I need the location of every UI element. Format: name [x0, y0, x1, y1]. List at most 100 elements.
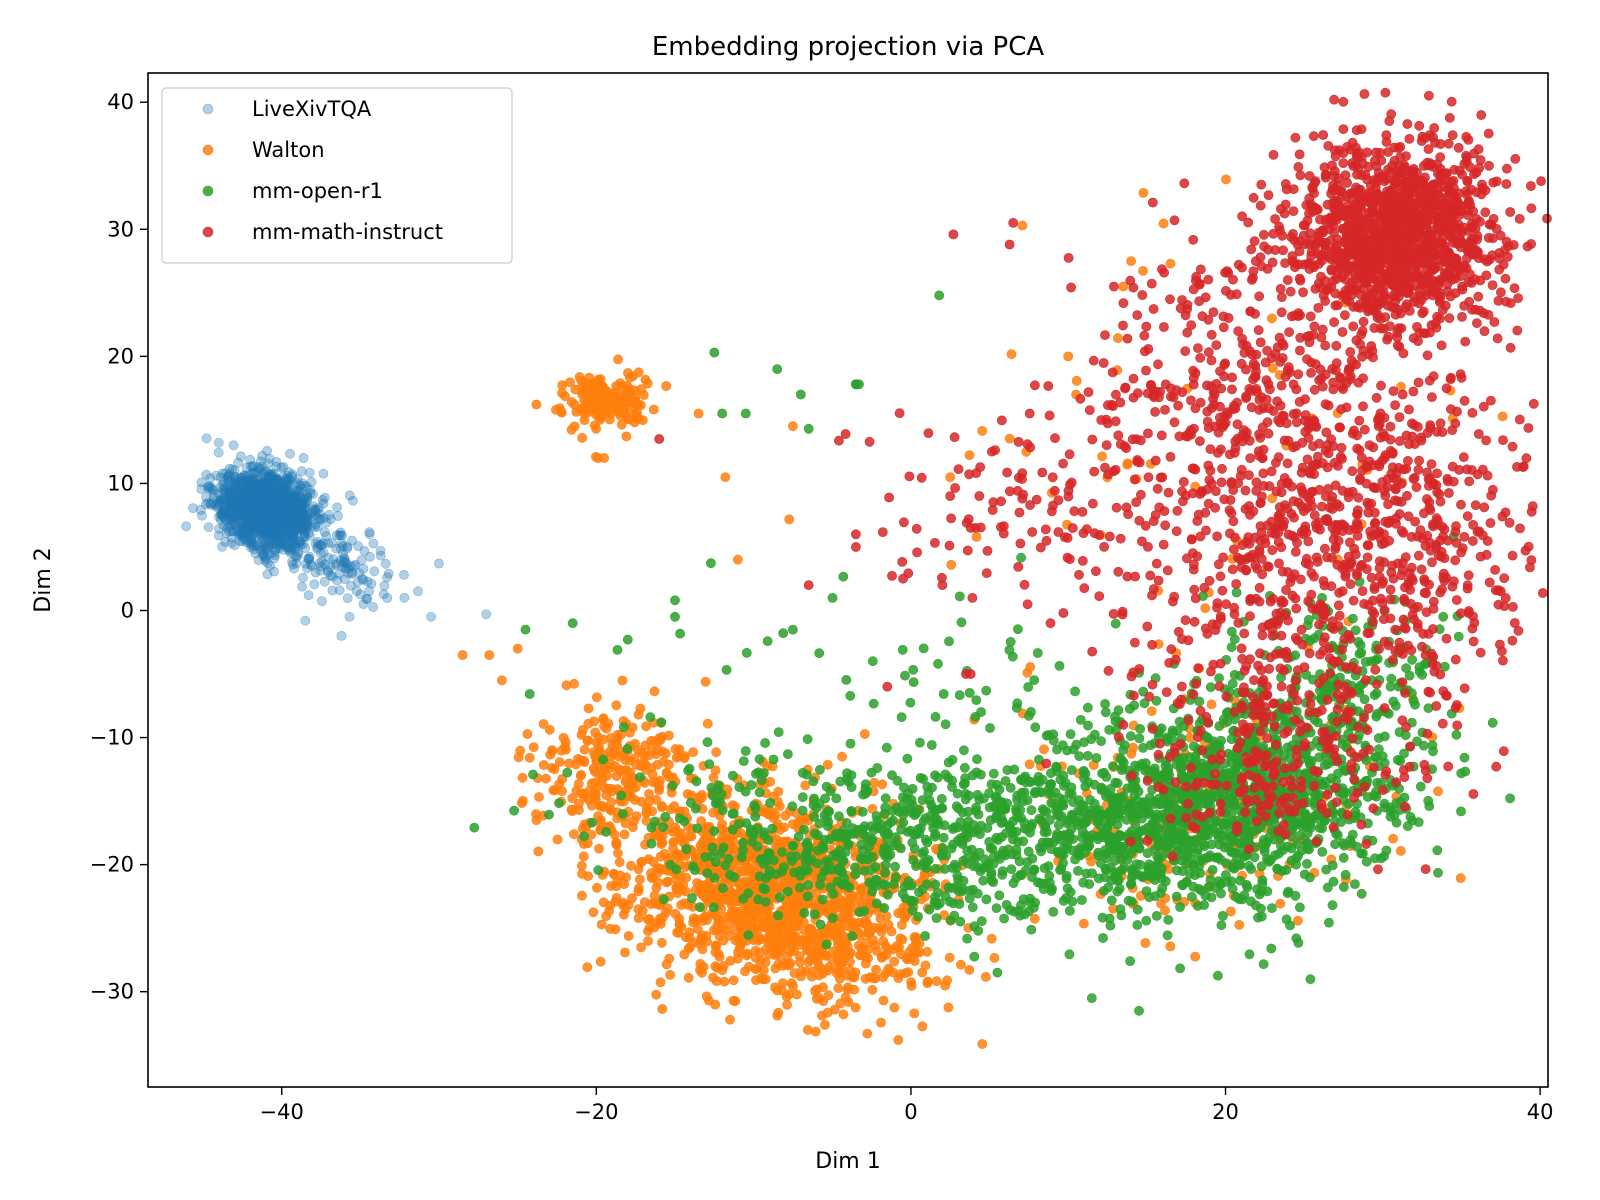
scatter-point [600, 392, 611, 403]
scatter-point [257, 501, 268, 512]
scatter-point [688, 913, 699, 924]
scatter-point [250, 499, 260, 510]
scatter-point [273, 506, 284, 517]
scatter-point [659, 849, 670, 859]
scatter-point [1165, 258, 1176, 269]
scatter-point [270, 486, 281, 496]
scatter-point [611, 391, 622, 402]
scatter-point [267, 535, 277, 546]
scatter-point [282, 496, 293, 507]
scatter-point [261, 499, 272, 509]
scatter-point [227, 505, 238, 516]
scatter-point [1317, 823, 1327, 834]
scatter-point [883, 919, 894, 930]
scatter-point [646, 763, 657, 773]
scatter-point [256, 486, 267, 497]
scatter-point [299, 513, 310, 524]
scatter-point [784, 514, 795, 525]
scatter-point [1402, 821, 1413, 831]
scatter-point [255, 477, 266, 488]
scatter-point [760, 974, 771, 984]
scatter-point [261, 484, 272, 495]
scatter-point [250, 507, 261, 517]
scatter-point [845, 947, 856, 958]
scatter-point [946, 559, 957, 570]
scatter-point [999, 913, 1009, 924]
scatter-point [320, 559, 331, 570]
scatter-point [770, 919, 780, 930]
scatter-point [287, 501, 297, 511]
scatter-point [258, 501, 269, 512]
scatter-point [221, 488, 232, 498]
scatter-point [286, 497, 297, 508]
scatter-point [1104, 725, 1115, 735]
scatter-point [837, 963, 848, 974]
scatter-point [244, 484, 254, 495]
scatter-point [582, 962, 593, 973]
scatter-point [217, 506, 228, 517]
scatter-point [596, 919, 607, 930]
scatter-point [683, 972, 694, 983]
scatter-point [574, 805, 584, 815]
scatter-point [302, 520, 313, 531]
scatter-point [255, 456, 266, 467]
scatter-point [270, 521, 281, 531]
scatter-point [278, 499, 289, 509]
scatter-point [284, 532, 295, 543]
scatter-point [577, 890, 587, 901]
scatter-point [247, 501, 257, 512]
scatter-point [250, 512, 261, 523]
scatter-point [215, 495, 225, 506]
scatter-point [251, 505, 262, 516]
scatter-point [855, 950, 865, 961]
scatter-point [582, 735, 593, 746]
scatter-point [276, 539, 287, 550]
scatter-point [219, 505, 230, 515]
scatter-point [664, 730, 674, 741]
scatter-point [1138, 797, 1148, 808]
scatter-point [243, 508, 253, 519]
scatter-point [302, 514, 313, 525]
scatter-point [254, 510, 265, 521]
scatter-point [289, 479, 300, 489]
scatter-point [876, 1017, 886, 1028]
scatter-point [496, 675, 507, 686]
scatter-point [269, 514, 280, 525]
scatter-point [232, 526, 243, 536]
scatter-point [243, 487, 254, 498]
scatter-point [251, 484, 262, 495]
scatter-point [274, 507, 285, 518]
scatter-point [964, 965, 975, 975]
scatter-point [224, 490, 235, 501]
scatter-point [661, 768, 672, 779]
scatter-point [598, 897, 609, 908]
scatter-point [291, 506, 301, 516]
scatter-point [1235, 875, 1245, 886]
scatter-point [281, 541, 292, 551]
scatter-point [222, 472, 233, 483]
scatter-point [258, 549, 269, 559]
scatter-point [604, 906, 614, 916]
scatter-point [611, 771, 622, 781]
scatter-point [971, 532, 982, 542]
scatter-point [643, 854, 654, 864]
scatter-point [248, 489, 259, 499]
scatter-point [871, 964, 881, 975]
scatter-point [284, 544, 294, 555]
scatter-point [1228, 796, 1238, 806]
scatter-point [301, 559, 311, 569]
scatter-point [1257, 878, 1268, 889]
scatter-point [730, 996, 741, 1007]
scatter-point [1163, 915, 1174, 925]
scatter-point [557, 380, 568, 390]
scatter-point [577, 432, 588, 443]
scatter-point [1143, 765, 1154, 775]
scatter-point [1291, 859, 1301, 870]
scatter-point [956, 959, 966, 970]
scatter-point [262, 524, 273, 534]
scatter-point [1106, 895, 1117, 906]
scatter-point [861, 958, 871, 969]
scatter-point [263, 508, 274, 518]
scatter-point [1171, 891, 1182, 902]
scatter-point [1207, 865, 1218, 875]
